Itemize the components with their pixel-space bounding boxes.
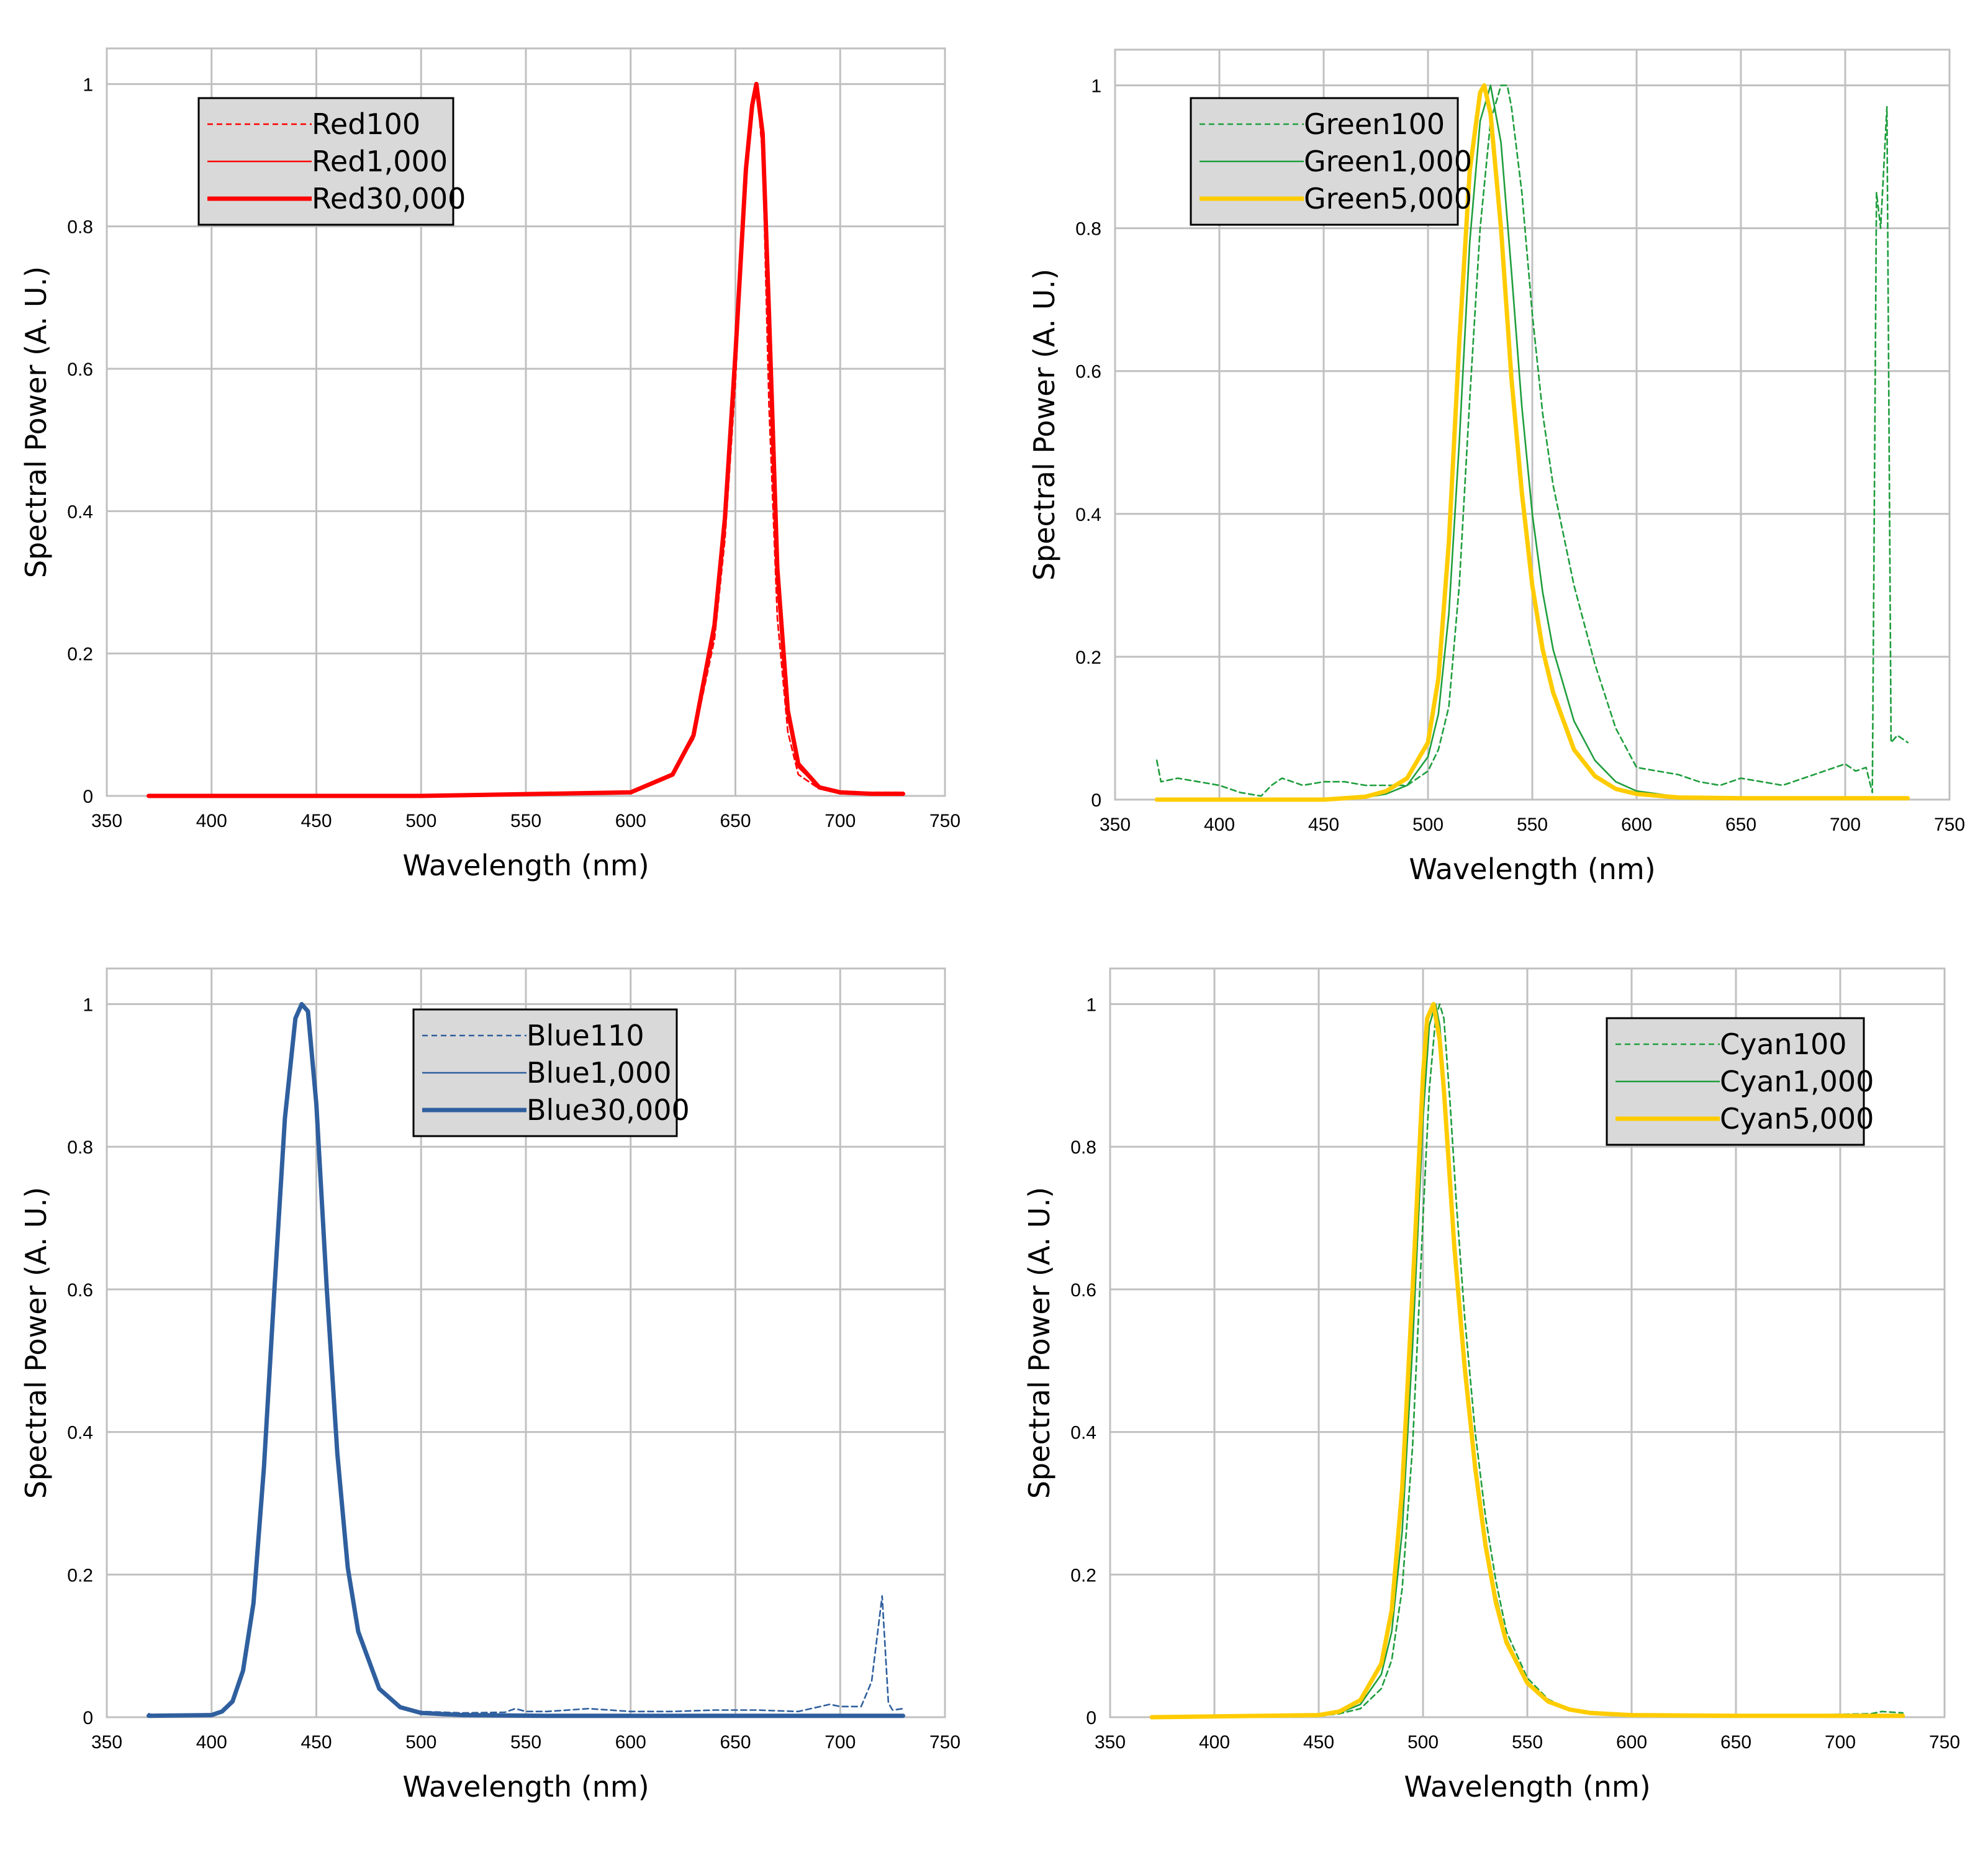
cyan-x-tick-label: 600 xyxy=(1616,1732,1647,1753)
cyan-legend-label: Cyan5,000 xyxy=(1720,1102,1874,1135)
red-y-tick-label: 0.6 xyxy=(67,359,93,380)
red-x-tick-label: 600 xyxy=(615,811,646,831)
blue-x-tick-label: 700 xyxy=(825,1732,856,1753)
blue-x-tick-label: 600 xyxy=(615,1732,646,1753)
blue-y-tick-label: 0 xyxy=(83,1708,93,1728)
cyan-x-tick-label: 400 xyxy=(1199,1732,1230,1753)
blue-series-line-Blue30,000 xyxy=(147,1001,905,1718)
cyan-y-tick-label: 0 xyxy=(1086,1708,1096,1728)
red-y-tick-label: 0.2 xyxy=(67,644,93,665)
red-legend-label: Red30,000 xyxy=(312,182,466,215)
green-x-axis-label: Wavelength (nm) xyxy=(1409,852,1655,886)
red-y-tick-label: 1 xyxy=(83,74,93,95)
cyan-x-axis-label: Wavelength (nm) xyxy=(1404,1770,1650,1804)
red-y-axis-label: Spectral Power (A. U.) xyxy=(19,266,53,578)
red-x-tick-label: 650 xyxy=(720,811,751,831)
blue-chart: 350 400 450 500 550 600 650 700 750 0 0.2 0.4 0.6 0.8… xyxy=(19,967,960,1804)
green-series-line-Green1,000 xyxy=(1155,84,1909,801)
green-x-tick-label: 350 xyxy=(1100,815,1131,835)
cyan-y-tick-label: 0.2 xyxy=(1070,1565,1096,1586)
blue-y-tick-label: 0.2 xyxy=(67,1565,93,1586)
cyan-chart: 350 400 450 500 550 600 650 700 750 0 0.2 0.4 0.6 0.8… xyxy=(1023,967,1960,1804)
blue-x-tick-label: 400 xyxy=(196,1732,227,1753)
green-chart: 350 400 450 500 550 600 650 700 750 0 0.2 0.4 0.6 0.8… xyxy=(1028,48,1965,886)
red-y-tick-label: 0.8 xyxy=(67,217,93,238)
cyan-x-tick-label: 650 xyxy=(1720,1732,1751,1753)
cyan-y-axis-label: Spectral Power (A. U.) xyxy=(1023,1187,1056,1499)
blue-legend-label: Blue110 xyxy=(526,1019,644,1052)
blue-x-tick-label: 350 xyxy=(91,1732,122,1753)
green-series-line-Green5,000 xyxy=(1154,83,1910,802)
blue-legend-label: Blue1,000 xyxy=(526,1056,671,1090)
green-legend: Green100 Green1,000 Green5,000 xyxy=(1190,97,1472,226)
cyan-y-tick-label: 0.6 xyxy=(1070,1280,1096,1301)
red-x-tick-label: 550 xyxy=(510,811,541,831)
cyan-x-tick-label: 500 xyxy=(1407,1732,1439,1753)
red-x-tick-label: 400 xyxy=(196,811,227,831)
cyan-legend-label: Cyan100 xyxy=(1720,1027,1846,1061)
blue-x-axis-label: Wavelength (nm) xyxy=(402,1770,649,1804)
red-x-tick-label: 350 xyxy=(91,811,122,831)
green-x-tick-label: 500 xyxy=(1412,815,1444,835)
green-x-tick-label: 550 xyxy=(1517,815,1548,835)
red-legend-label: Red1,000 xyxy=(312,145,448,178)
green-legend-label: Green100 xyxy=(1304,107,1445,141)
red-x-tick-label: 750 xyxy=(929,811,960,831)
green-x-tick-label: 750 xyxy=(1934,815,1965,835)
cyan-x-tick-label: 350 xyxy=(1095,1732,1126,1753)
green-x-tick-label: 700 xyxy=(1830,815,1861,835)
red-x-tick-label: 450 xyxy=(300,811,332,831)
blue-x-tick-label: 750 xyxy=(929,1732,960,1753)
blue-y-tick-label: 0.6 xyxy=(67,1280,93,1301)
cyan-x-tick-label: 450 xyxy=(1303,1732,1334,1753)
cyan-legend: Cyan100 Cyan1,000 Cyan5,000 xyxy=(1606,1017,1874,1146)
blue-x-tick-label: 650 xyxy=(720,1732,751,1753)
green-y-tick-label: 0.8 xyxy=(1075,219,1101,240)
green-y-axis-label: Spectral Power (A. U.) xyxy=(1028,269,1061,580)
red-x-tick-label: 500 xyxy=(405,811,436,831)
green-legend-label: Green1,000 xyxy=(1304,145,1472,178)
red-y-tick-label: 0.4 xyxy=(67,502,93,522)
blue-y-axis-label: Spectral Power (A. U.) xyxy=(19,1187,53,1499)
blue-x-tick-label: 450 xyxy=(300,1732,332,1753)
red-y-tick-label: 0 xyxy=(83,787,93,807)
blue-y-tick-label: 1 xyxy=(83,995,93,1015)
cyan-series-line-Cyan5,000 xyxy=(1149,1001,1905,1720)
red-legend: Red100 Red1,000 Red30,000 xyxy=(197,97,466,226)
green-y-tick-label: 0 xyxy=(1091,790,1101,811)
cyan-legend-label: Cyan1,000 xyxy=(1720,1065,1874,1098)
blue-x-tick-label: 550 xyxy=(510,1732,541,1753)
red-x-tick-label: 700 xyxy=(825,811,856,831)
blue-y-tick-label: 0.8 xyxy=(67,1137,93,1158)
cyan-x-tick-label: 700 xyxy=(1825,1732,1856,1753)
green-y-tick-label: 1 xyxy=(1091,76,1101,97)
blue-y-tick-label: 0.4 xyxy=(67,1423,93,1443)
green-y-tick-label: 0.2 xyxy=(1075,648,1101,668)
cyan-y-tick-label: 0.4 xyxy=(1070,1423,1096,1443)
cyan-y-tick-label: 1 xyxy=(1086,995,1096,1015)
green-legend-label: Green5,000 xyxy=(1304,182,1472,215)
red-legend-label: Red100 xyxy=(312,107,420,141)
green-y-tick-label: 0.4 xyxy=(1075,505,1101,525)
red-series-line-Red30,000 xyxy=(147,81,905,798)
green-x-tick-label: 400 xyxy=(1204,815,1235,835)
green-y-tick-label: 0.6 xyxy=(1075,362,1101,382)
green-x-tick-label: 650 xyxy=(1725,815,1756,835)
red-x-axis-label: Wavelength (nm) xyxy=(402,849,649,882)
green-series-line-Green100 xyxy=(1155,84,1909,797)
green-x-tick-label: 600 xyxy=(1621,815,1652,835)
cyan-x-tick-label: 750 xyxy=(1929,1732,1960,1753)
cyan-x-tick-label: 550 xyxy=(1512,1732,1543,1753)
blue-legend-label: Blue30,000 xyxy=(526,1093,690,1127)
green-x-tick-label: 450 xyxy=(1308,815,1339,835)
red-chart: 350 400 450 500 550 600 650 700 750 0 0.2 0.4 0.6 0.8… xyxy=(19,47,960,882)
cyan-y-tick-label: 0.8 xyxy=(1070,1137,1096,1158)
blue-x-tick-label: 500 xyxy=(405,1732,436,1753)
